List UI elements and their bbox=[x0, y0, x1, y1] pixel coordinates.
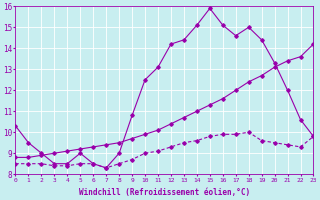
X-axis label: Windchill (Refroidissement éolien,°C): Windchill (Refroidissement éolien,°C) bbox=[79, 188, 250, 197]
